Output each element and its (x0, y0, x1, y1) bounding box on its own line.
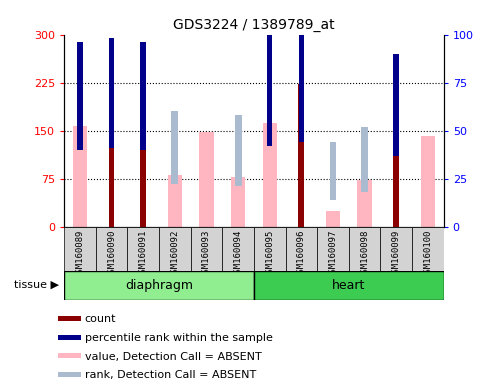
Bar (168, 175, 182, 227)
Bar (267, 35, 273, 146)
Bar (222, 227, 254, 271)
Bar (361, 127, 368, 192)
Bar (298, 84, 304, 227)
Text: tissue ▶: tissue ▶ (14, 280, 59, 290)
Bar (108, 127, 114, 227)
Text: value, Detection Call = ABSENT: value, Detection Call = ABSENT (85, 352, 262, 362)
Text: GSM160090: GSM160090 (107, 230, 116, 278)
Bar (141, 132, 146, 227)
Text: percentile rank within the sample: percentile rank within the sample (85, 333, 273, 343)
Text: GSM160097: GSM160097 (328, 230, 338, 278)
Bar (73, 126, 87, 227)
Text: GSM160093: GSM160093 (202, 230, 211, 278)
Bar (96, 227, 127, 271)
Bar (381, 227, 412, 271)
Text: GSM160091: GSM160091 (139, 230, 148, 278)
Bar (412, 227, 444, 271)
Bar (64, 271, 254, 300)
Bar (254, 227, 285, 271)
Bar (299, 27, 304, 142)
Text: GSM160092: GSM160092 (170, 230, 179, 278)
Bar (77, 42, 83, 150)
Text: GSM160095: GSM160095 (265, 230, 274, 278)
Title: GDS3224 / 1389789_at: GDS3224 / 1389789_at (173, 18, 335, 32)
Bar (191, 227, 222, 271)
Bar (64, 227, 96, 271)
Bar (393, 150, 399, 227)
Bar (285, 227, 317, 271)
Bar (349, 227, 381, 271)
Bar (58, 353, 81, 358)
Bar (235, 115, 242, 186)
Bar (127, 227, 159, 271)
Bar (159, 227, 191, 271)
Bar (199, 132, 213, 227)
Text: GSM160100: GSM160100 (423, 230, 432, 278)
Text: GSM160094: GSM160094 (234, 230, 243, 278)
Bar (58, 372, 81, 377)
Bar (317, 227, 349, 271)
Bar (254, 271, 444, 300)
Text: count: count (85, 314, 116, 324)
Bar (231, 177, 245, 227)
Text: GSM160099: GSM160099 (392, 230, 401, 278)
Text: diaphragm: diaphragm (125, 279, 193, 291)
Text: heart: heart (332, 279, 365, 291)
Bar (58, 335, 81, 340)
Text: rank, Detection Call = ABSENT: rank, Detection Call = ABSENT (85, 370, 256, 380)
Bar (329, 142, 336, 200)
Bar (109, 38, 114, 148)
Bar (393, 54, 399, 156)
Bar (172, 111, 178, 184)
Bar (141, 42, 146, 150)
Text: GSM160089: GSM160089 (75, 230, 84, 278)
Bar (58, 316, 81, 321)
Text: GSM160096: GSM160096 (297, 230, 306, 278)
Bar (357, 180, 372, 227)
Bar (326, 210, 340, 227)
Bar (421, 136, 435, 227)
Text: GSM160098: GSM160098 (360, 230, 369, 278)
Bar (263, 123, 277, 227)
